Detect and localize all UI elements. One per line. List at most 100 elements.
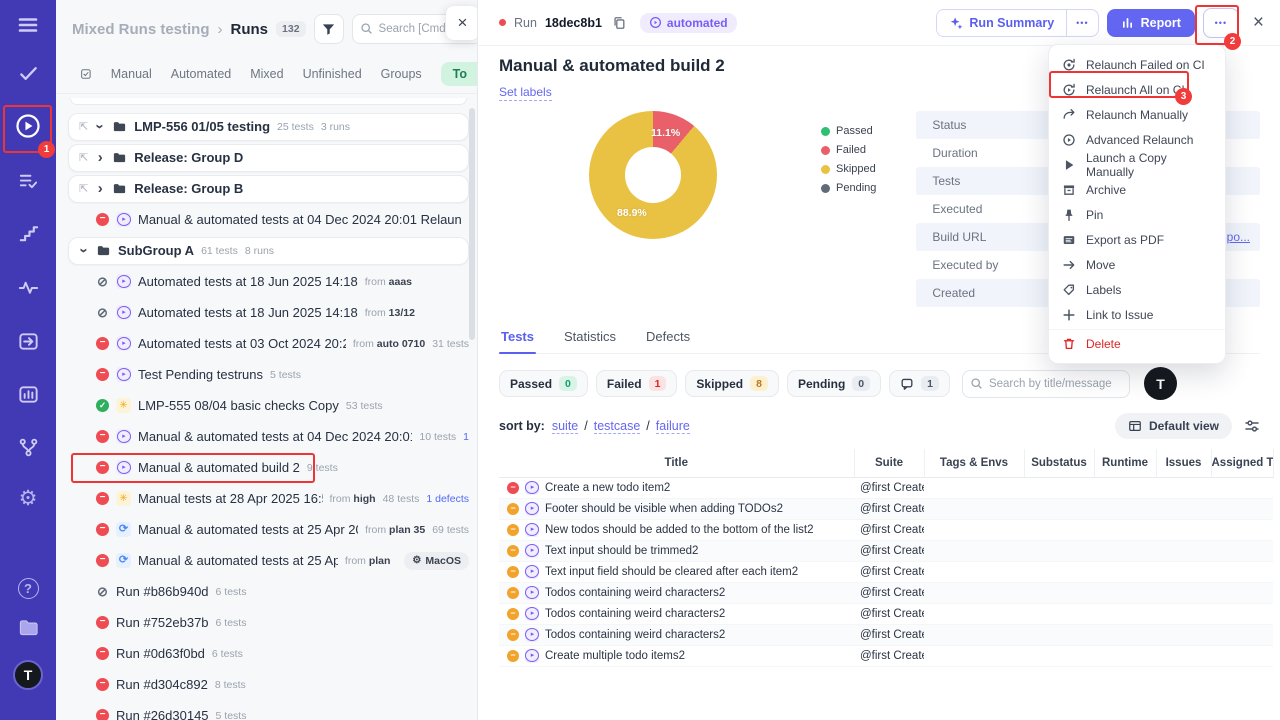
more-actions-button[interactable]: ••• xyxy=(1202,7,1239,38)
test-row[interactable]: Todos containing weird characters2 @firs… xyxy=(499,582,1273,604)
panel-close-button[interactable]: × xyxy=(446,6,477,40)
import-icon[interactable] xyxy=(0,330,56,353)
run-list-item[interactable]: ⇱ › Release: Group B xyxy=(66,173,469,204)
detail-tab[interactable]: Statistics xyxy=(564,329,617,344)
runs-icon[interactable] xyxy=(0,112,56,140)
test-row[interactable]: Create a new todo item2 @first Create ..… xyxy=(499,477,1273,499)
run-list-item[interactable]: Run #752eb37b 6 tests xyxy=(66,607,469,638)
menu-item-advanced-relaunch[interactable]: Advanced Relaunch xyxy=(1049,127,1225,152)
column-settings-icon[interactable] xyxy=(1244,418,1260,434)
menu-icon[interactable] xyxy=(0,13,56,37)
status-filter-chip[interactable]: Failed 1 xyxy=(595,370,678,397)
run-summary-button[interactable]: Run Summary xyxy=(937,9,1068,36)
run-list-item[interactable]: ⇱ › LMP-556 01/05 testing 25 tests 3 run… xyxy=(66,111,469,142)
result-list-icon[interactable] xyxy=(0,170,56,193)
menu-item-pin[interactable]: Pin xyxy=(1049,202,1225,227)
column-header[interactable]: Substatus xyxy=(1024,449,1095,478)
test-row[interactable]: Create multiple todo items2 @first Creat… xyxy=(499,645,1273,667)
settings-gear-icon[interactable]: ⚙ xyxy=(18,487,38,510)
column-header[interactable]: Tags & Envs xyxy=(924,449,1025,478)
scrollbar-thumb[interactable] xyxy=(469,108,475,340)
column-header[interactable]: Title xyxy=(499,449,855,478)
run-list-item[interactable]: Automated tests at 18 Jun 2025 14:18 fro… xyxy=(66,297,469,328)
runs-filter-tab[interactable]: Manual xyxy=(110,66,152,81)
run-list-item[interactable]: Manual & automated tests at 04 Dec 2024 … xyxy=(66,204,469,235)
copy-icon[interactable] xyxy=(612,16,626,30)
menu-item-relaunch-all-ci[interactable]: Relaunch All on CI xyxy=(1049,77,1225,102)
menu-item-delete[interactable]: Delete xyxy=(1049,329,1225,356)
set-labels-link[interactable]: Set labels xyxy=(499,85,552,101)
runs-filter-tab[interactable]: Mixed xyxy=(250,66,284,81)
test-row[interactable]: Todos containing weird characters2 @firs… xyxy=(499,603,1273,625)
pulse-icon[interactable] xyxy=(0,276,56,299)
detail-tab[interactable]: Defects xyxy=(646,329,691,344)
group-card[interactable]: ⇱ › Release: Group D xyxy=(68,143,469,172)
run-list-item[interactable]: Run #0d63f0bd 6 tests xyxy=(66,638,469,669)
filter-button[interactable] xyxy=(313,14,344,44)
sort-by-testcase-link[interactable]: testcase xyxy=(593,418,641,434)
run-list-item[interactable]: Test Pending testruns 5 tests xyxy=(66,359,469,390)
close-detail-icon[interactable]: × xyxy=(1252,11,1264,33)
run-list-item[interactable]: › SubGroup A 61 tests 8 runs xyxy=(66,235,469,266)
test-row[interactable]: Todos containing weird characters2 @firs… xyxy=(499,624,1273,646)
menu-item-relaunch-failed-ci[interactable]: Relaunch Failed on CI xyxy=(1049,52,1225,77)
menu-item-export-pdf[interactable]: Export as PDF xyxy=(1049,227,1225,252)
menu-item-archive[interactable]: Archive xyxy=(1049,177,1225,202)
menu-item-labels[interactable]: Labels xyxy=(1049,277,1225,302)
tests-search-input[interactable] xyxy=(961,369,1130,398)
sort-by-failure-link[interactable]: failure xyxy=(655,418,690,434)
menu-item-move[interactable]: Move xyxy=(1049,252,1225,277)
report-button[interactable]: Report xyxy=(1106,8,1195,37)
branches-icon[interactable] xyxy=(0,436,56,459)
status-filter-chip[interactable]: Skipped 8 xyxy=(685,370,779,397)
chevron-icon[interactable]: › xyxy=(97,180,103,197)
run-list-item[interactable]: Run #d304c892 8 tests xyxy=(66,669,469,700)
group-card[interactable]: ⇱ › LMP-556 01/05 testing 25 tests 3 run… xyxy=(68,112,469,141)
today-filter-chip[interactable]: To xyxy=(440,61,477,86)
test-row[interactable]: New todos should be added to the bottom … xyxy=(499,519,1273,541)
run-list-item[interactable]: Automated tests at 03 Oct 2024 20:25 fro… xyxy=(66,328,469,359)
user-avatar[interactable]: T xyxy=(0,660,56,690)
steps-icon[interactable] xyxy=(0,222,56,245)
column-header[interactable]: Runtime xyxy=(1094,449,1157,478)
test-row[interactable]: Text input field should be cleared after… xyxy=(499,561,1273,583)
status-filter-chip[interactable]: Pending 0 xyxy=(786,370,882,397)
column-header[interactable]: Issues xyxy=(1156,449,1212,478)
chevron-icon[interactable]: › xyxy=(97,149,103,166)
run-list-item[interactable]: LMP-555 08/04 basic checks Copy 53 tests xyxy=(66,390,469,421)
group-card[interactable]: ⇱ › Release: Group B xyxy=(68,174,469,203)
breadcrumb-project[interactable]: Mixed Runs testing xyxy=(72,20,210,38)
chevron-icon[interactable]: › xyxy=(75,248,93,253)
projects-folder-icon[interactable] xyxy=(0,616,56,639)
run-summary-more-button[interactable]: ••• xyxy=(1067,10,1097,36)
menu-item-relaunch-manually[interactable]: Relaunch Manually xyxy=(1049,102,1225,127)
menu-item-link-issue[interactable]: Link to Issue xyxy=(1049,302,1225,327)
run-list-item[interactable]: ⇱ › Release: Group D xyxy=(66,142,469,173)
runs-filter-tab[interactable]: Groups xyxy=(380,66,422,81)
run-list-item[interactable]: Run #b86b940d 6 tests xyxy=(66,576,469,607)
comments-filter-chip[interactable]: 1 xyxy=(889,370,950,397)
run-list-item[interactable]: Manual & automated tests at 25 Apr 2025 … xyxy=(66,545,469,576)
test-row[interactable]: Footer should be visible when adding TOD… xyxy=(499,498,1273,520)
checks-icon[interactable] xyxy=(0,62,56,85)
defects-count[interactable]: 1 xyxy=(463,430,469,443)
run-list-item[interactable]: Manual & automated build 2 9 tests xyxy=(66,452,469,483)
test-row[interactable]: Text input should be trimmed2 @first Cre… xyxy=(499,540,1273,562)
status-filter-chip[interactable]: Passed 0 xyxy=(499,370,588,397)
runs-filter-tab[interactable]: Automated xyxy=(170,66,232,81)
chevron-icon[interactable]: › xyxy=(91,124,109,129)
detail-tab[interactable]: Tests xyxy=(499,325,536,354)
column-header[interactable]: Suite xyxy=(854,449,925,478)
assignee-avatar[interactable]: T xyxy=(1143,367,1177,400)
sort-by-suite-link[interactable]: suite xyxy=(551,418,579,434)
run-list-item[interactable]: Manual tests at 28 Apr 2025 16:50 from h… xyxy=(66,483,469,514)
analytics-icon[interactable] xyxy=(0,383,56,406)
run-list-item[interactable]: Automated tests at 18 Jun 2025 14:18 fro… xyxy=(66,266,469,297)
select-all-icon[interactable] xyxy=(80,66,92,82)
detail-value-tail[interactable]: po... xyxy=(1226,230,1250,244)
run-list-item[interactable]: Manual & automated tests at 25 Apr 2025 … xyxy=(66,514,469,545)
column-header[interactable]: Assigned To xyxy=(1211,449,1274,478)
menu-item-launch-copy[interactable]: Launch a Copy Manually xyxy=(1049,151,1225,179)
help-icon[interactable]: ? xyxy=(0,578,56,599)
run-list-item[interactable]: Manual & automated tests at 04 Dec 2024 … xyxy=(66,421,469,452)
